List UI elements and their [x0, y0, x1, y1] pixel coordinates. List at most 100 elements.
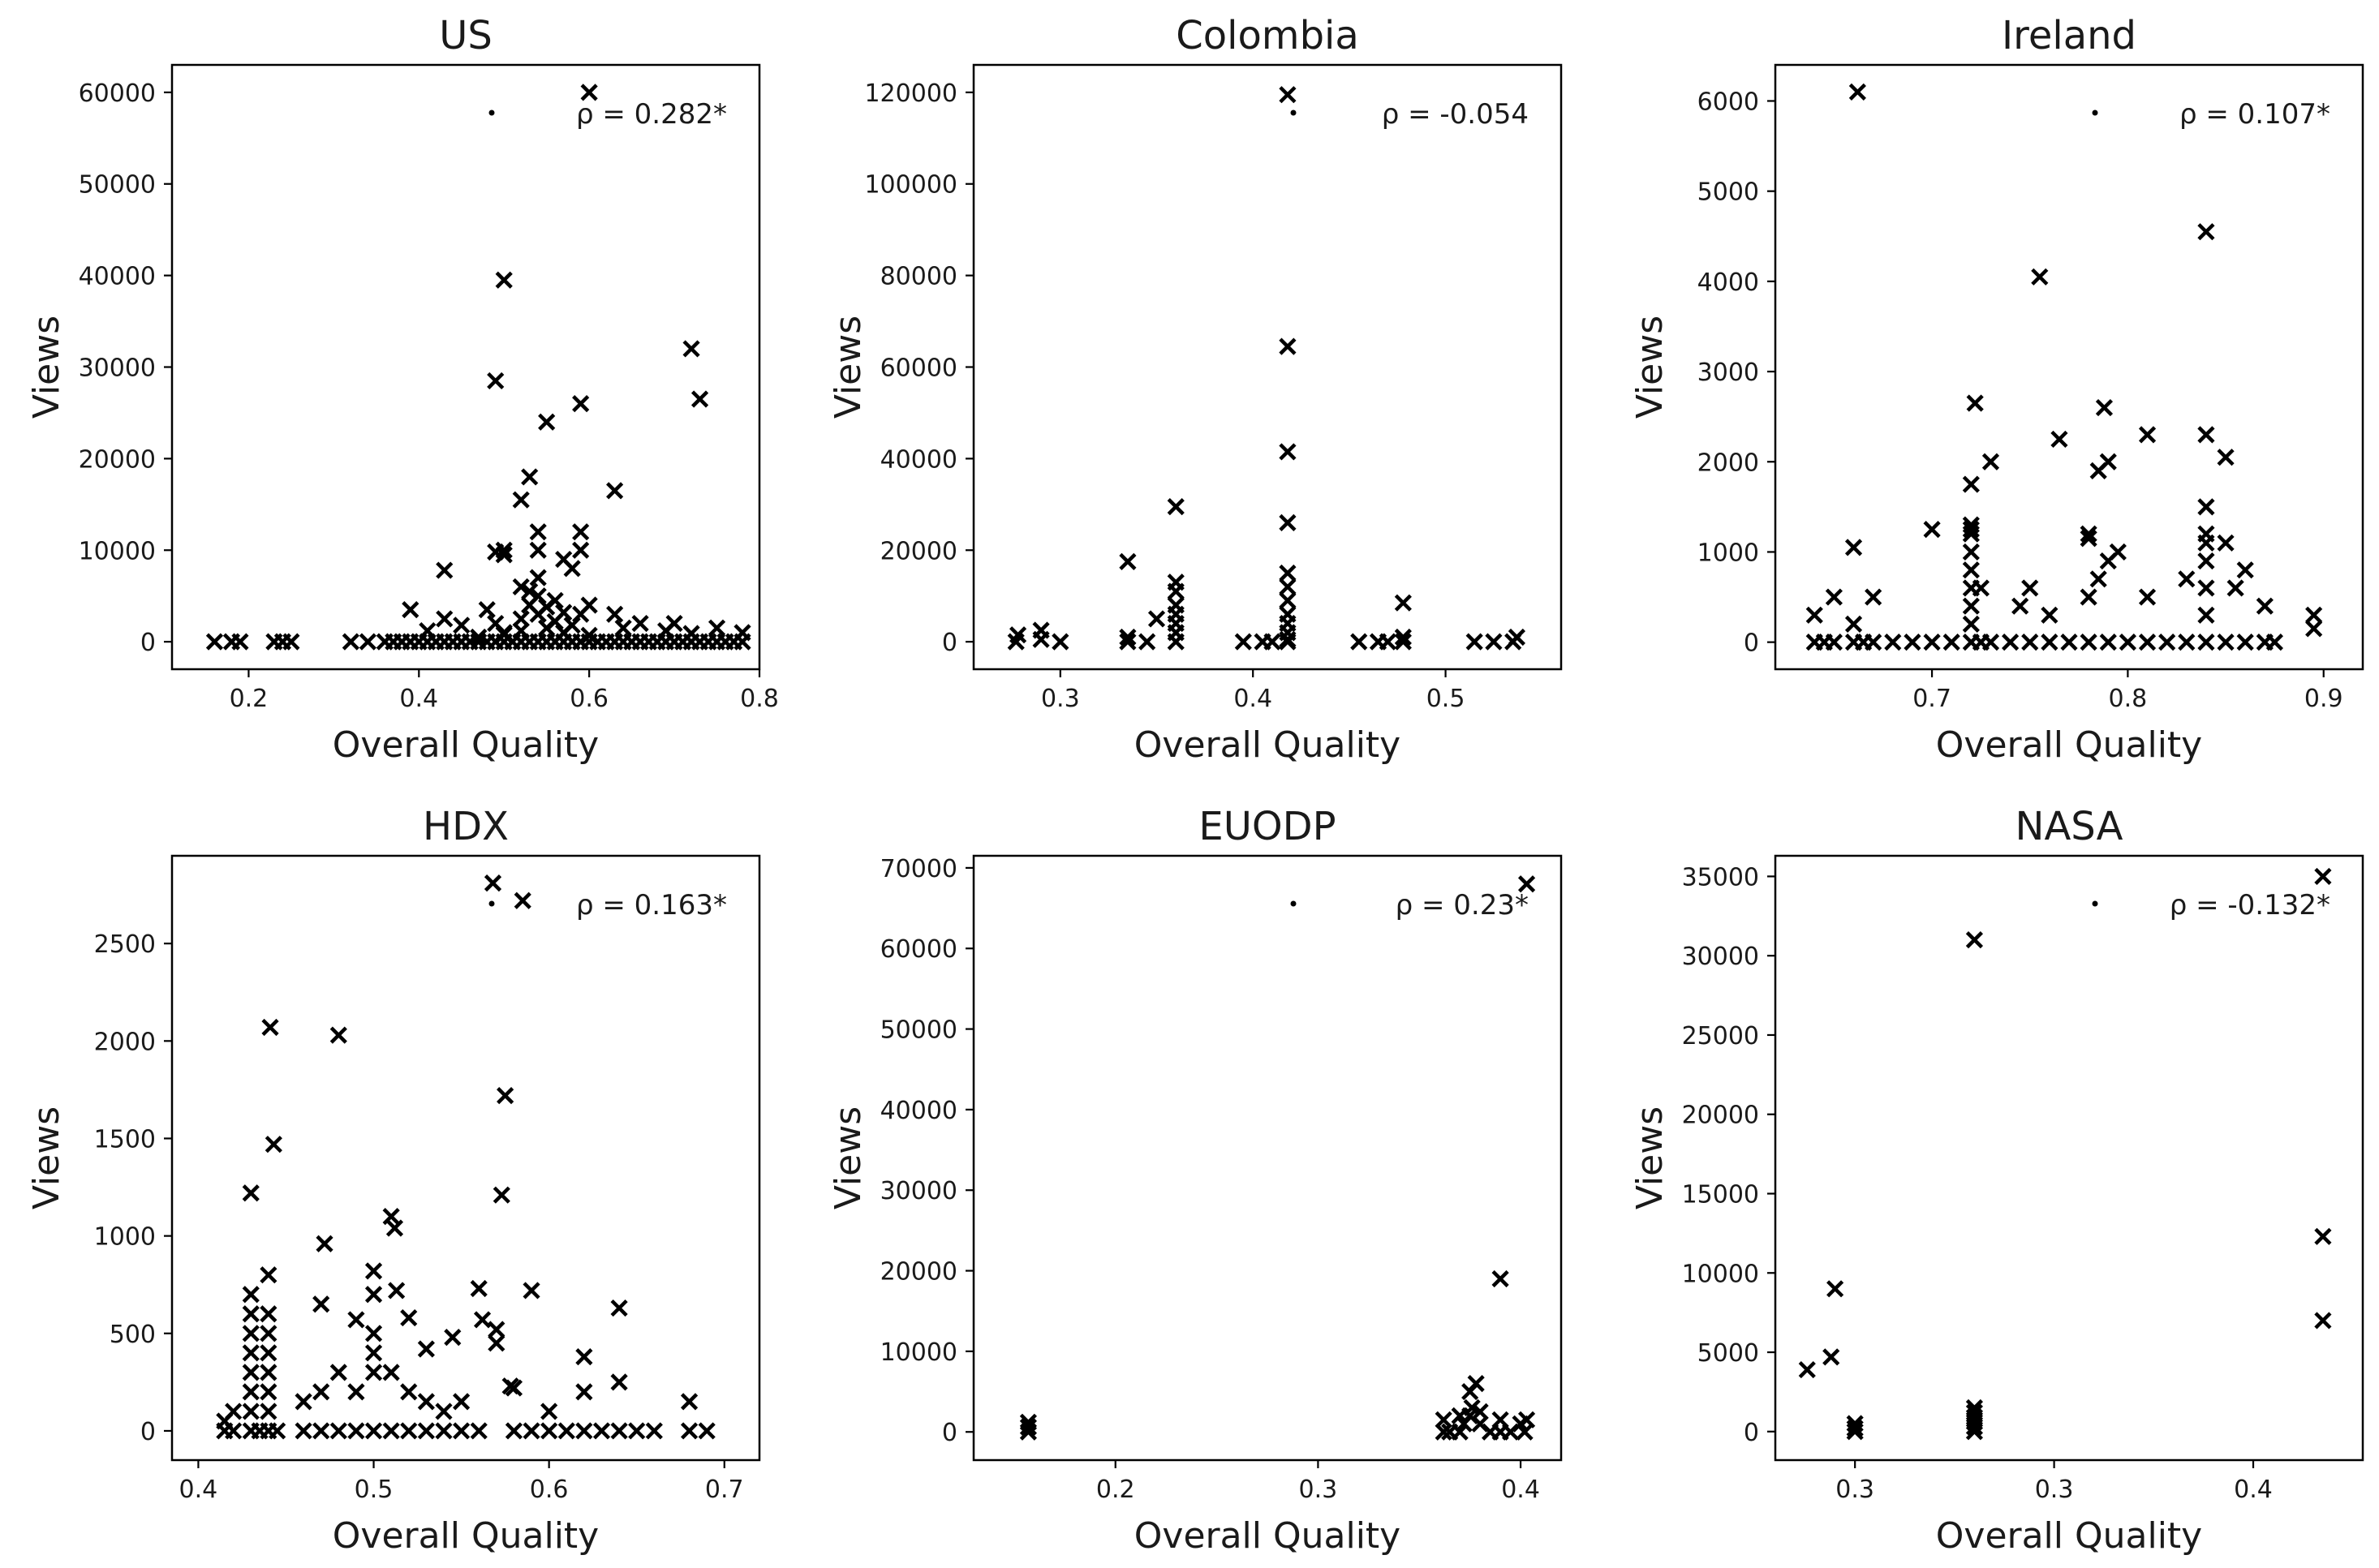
data-point — [1451, 1407, 1469, 1424]
y-tick-label: 20000 — [79, 445, 156, 474]
y-tick-label: 40000 — [880, 445, 957, 474]
x-tick-label: 0.8 — [740, 685, 779, 713]
plot-frame — [170, 63, 761, 671]
x-tick-label: 0.7 — [1912, 685, 1951, 713]
data-point — [546, 591, 564, 609]
chart-title: EUODP — [1198, 804, 1336, 849]
data-point — [1279, 630, 1297, 648]
data-point — [1825, 588, 1843, 606]
subplot-hdx: 0.4 0.5 0.6 0.7 0 500 1000 1500 2000 2500 HDX Overa… — [26, 804, 761, 1557]
data-point — [628, 1422, 646, 1440]
data-point — [242, 1286, 260, 1304]
data-point — [1942, 634, 1960, 651]
data-point — [690, 390, 709, 408]
y-tick-label: 2000 — [94, 1028, 156, 1056]
data-point — [1962, 475, 1980, 493]
data-point — [2158, 634, 2176, 651]
data-point — [1972, 579, 1990, 597]
data-point — [1234, 633, 1252, 651]
data-point — [2011, 597, 2029, 615]
legend-label: ρ = 0.163* — [576, 889, 727, 921]
data-point — [708, 619, 726, 637]
data-point — [2060, 634, 2078, 651]
data-point — [1965, 1403, 1984, 1421]
data-point — [680, 1422, 699, 1440]
data-point — [260, 1383, 277, 1401]
data-point — [1965, 931, 1984, 949]
data-point — [470, 1279, 488, 1298]
data-point — [1019, 1413, 1038, 1431]
data-point — [242, 1383, 260, 1401]
data-point — [385, 1219, 404, 1237]
x-tick-label: 0.2 — [1096, 1476, 1135, 1504]
x-tick-label: 0.6 — [530, 1476, 569, 1504]
data-point — [2178, 634, 2196, 651]
data-point — [1394, 633, 1412, 651]
data-point — [329, 1026, 347, 1044]
x-tick-label: 0.3 — [1041, 685, 1080, 713]
data-point — [2197, 426, 2215, 444]
plot-frame — [1774, 63, 2364, 671]
data-point — [473, 1311, 492, 1329]
x-tick-label: 0.5 — [355, 1476, 394, 1504]
y-axis-label: Views — [828, 1106, 869, 1209]
data-point — [2197, 223, 2215, 241]
y-tick-label: 50000 — [880, 1016, 957, 1045]
legend-marker — [1290, 900, 1297, 907]
y-tick-label: 10000 — [880, 1338, 957, 1367]
data-point — [2138, 426, 2157, 444]
data-point — [2305, 620, 2323, 638]
data-point — [260, 1344, 277, 1362]
data-point — [488, 1334, 505, 1352]
data-point — [312, 1422, 330, 1440]
data-point — [2099, 634, 2117, 651]
data-point — [563, 560, 581, 578]
data-point — [2099, 453, 2117, 470]
data-point — [523, 1282, 540, 1300]
data-point — [453, 1422, 471, 1440]
y-tick-label: 10000 — [1682, 1260, 1759, 1288]
y-tick-label: 0 — [942, 629, 957, 657]
data-point — [2314, 1227, 2332, 1245]
x-tick-label: 0.4 — [179, 1476, 218, 1504]
data-point — [1485, 633, 1503, 651]
data-point — [282, 633, 300, 651]
chart-title: NASA — [2015, 804, 2123, 849]
y-tick-label: 1000 — [94, 1223, 156, 1252]
data-point — [1147, 610, 1166, 628]
data-point — [2197, 534, 2215, 552]
y-axis-label: Views — [26, 1106, 67, 1209]
data-point — [364, 1364, 383, 1381]
x-tick-label: 0.3 — [1835, 1476, 1874, 1504]
legend: ρ = 0.163* — [488, 889, 727, 921]
data-point — [1962, 543, 1980, 561]
x-tick-label: 0.2 — [230, 685, 269, 713]
data-point — [698, 1422, 716, 1440]
x-axis-label: Overall Quality — [1134, 1515, 1400, 1557]
chart-title: Colombia — [1176, 13, 1359, 58]
y-tick-label: 0 — [140, 629, 156, 657]
data-point — [484, 874, 502, 892]
x-tick-label: 0.3 — [1299, 1476, 1338, 1504]
data-point — [1981, 634, 2000, 651]
data-point — [523, 1422, 540, 1440]
y-tick-label: 30000 — [79, 354, 156, 383]
data-point — [2265, 634, 2283, 651]
data-point — [488, 1321, 505, 1338]
data-point — [329, 1364, 347, 1381]
y-tick-label: 80000 — [880, 263, 957, 291]
data-point — [1379, 633, 1396, 651]
plot-frame — [1774, 854, 2364, 1462]
data-point — [342, 633, 359, 651]
data-point — [487, 372, 505, 390]
data-point — [2197, 498, 2215, 516]
data-point — [580, 596, 598, 614]
data-point — [1279, 337, 1297, 355]
x-tick-label: 0.4 — [1233, 685, 1272, 713]
data-point — [1465, 633, 1483, 651]
legend: ρ = -0.054 — [1290, 98, 1529, 131]
legend-marker — [488, 900, 495, 907]
data-point — [1508, 628, 1525, 647]
data-markers — [205, 84, 751, 651]
x-tick-label: 0.9 — [2304, 685, 2343, 713]
